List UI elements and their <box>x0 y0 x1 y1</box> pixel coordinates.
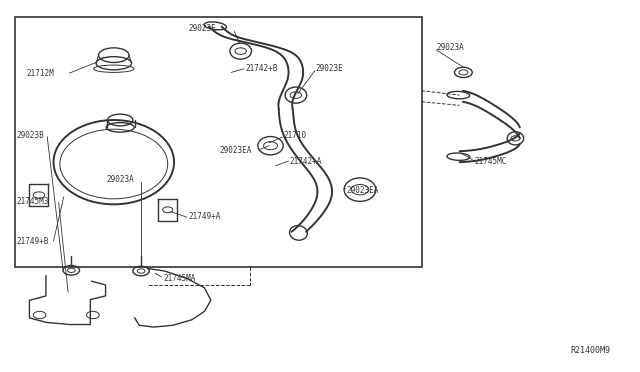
Text: R21400M9: R21400M9 <box>571 346 611 355</box>
Text: 21712M: 21712M <box>27 69 54 78</box>
Text: 21749+A: 21749+A <box>188 212 220 221</box>
Text: 29023E: 29023E <box>316 64 343 73</box>
Text: 21710: 21710 <box>284 131 307 140</box>
Text: 21745M3: 21745M3 <box>17 197 49 206</box>
Bar <box>15 17 422 267</box>
Text: 21745MA: 21745MA <box>163 274 196 283</box>
Text: 29023A: 29023A <box>436 43 464 52</box>
Text: 21745MC: 21745MC <box>474 157 506 166</box>
Text: 29023E: 29023E <box>189 24 216 33</box>
Text: 29023EA: 29023EA <box>347 186 379 195</box>
Text: 29023B: 29023B <box>17 131 45 140</box>
Text: 29023EA: 29023EA <box>220 145 252 155</box>
Text: 21742+B: 21742+B <box>246 64 278 73</box>
Text: 29023A: 29023A <box>106 175 134 184</box>
Text: 21742+A: 21742+A <box>289 157 322 166</box>
Text: 21749+B: 21749+B <box>17 237 49 246</box>
